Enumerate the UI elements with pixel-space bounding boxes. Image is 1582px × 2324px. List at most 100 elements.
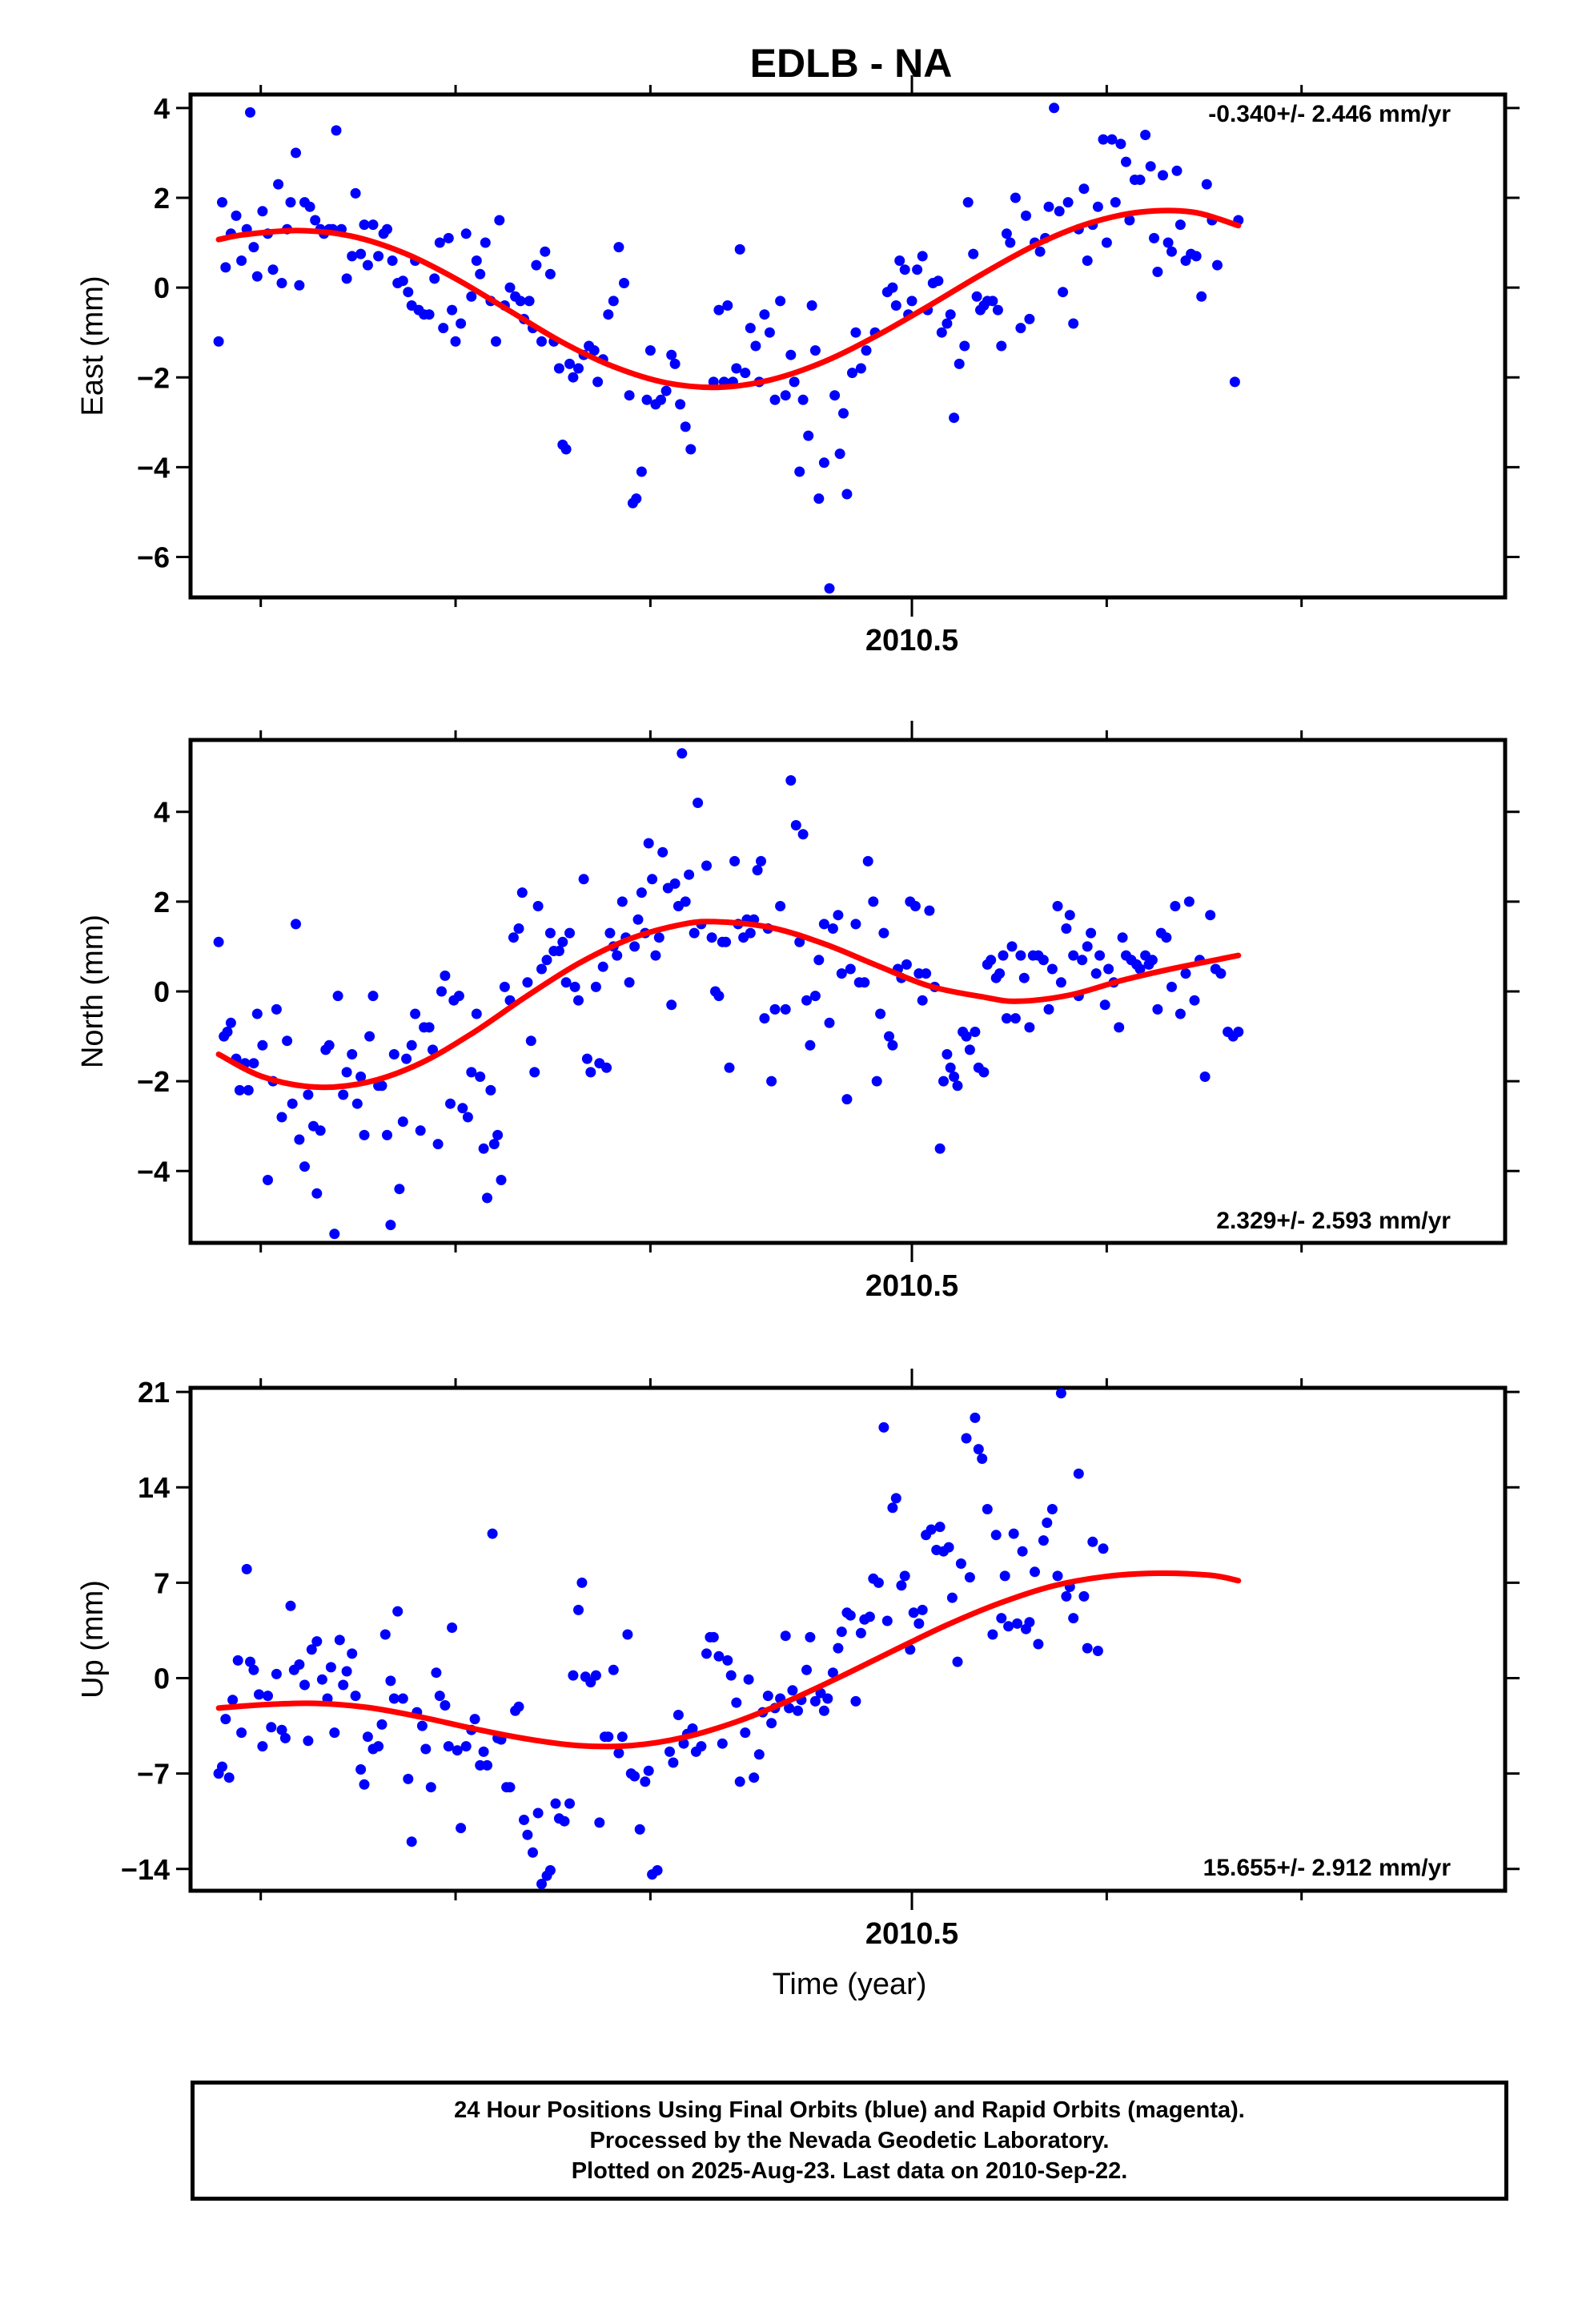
data-point (522, 1829, 533, 1840)
data-point (373, 251, 384, 262)
data-point (1001, 228, 1012, 239)
data-point (1170, 901, 1181, 911)
data-point (462, 1112, 473, 1123)
data-point (311, 1636, 323, 1647)
data-point (693, 798, 704, 808)
data-point (560, 444, 572, 455)
data-point (416, 1720, 428, 1731)
data-point (316, 1674, 327, 1685)
data-point (285, 197, 296, 208)
data-point (536, 1879, 547, 1889)
data-point (332, 991, 343, 1002)
data-point (949, 1072, 960, 1082)
data-point (524, 296, 535, 307)
data-point (862, 855, 873, 866)
data-point (850, 327, 861, 338)
data-point (769, 394, 781, 405)
data-point (1115, 139, 1126, 150)
panel-1: 4 2 0 −2 −4 2010.5 North (mm) 2.329+/- 2.593 mm… (76, 721, 1520, 1303)
data-point (485, 1084, 496, 1096)
data-point (959, 340, 970, 352)
data-point (613, 1747, 624, 1759)
data-point (276, 1724, 287, 1735)
data-point (669, 878, 681, 889)
data-point (420, 1743, 432, 1755)
data-point (961, 1433, 972, 1444)
data-point (731, 363, 742, 374)
data-point (942, 318, 953, 329)
data-point (1034, 246, 1046, 257)
data-point (850, 1695, 861, 1707)
plot-frame (188, 738, 1508, 1245)
data-point (722, 300, 733, 311)
data-point (1134, 963, 1146, 975)
data-point (803, 430, 814, 441)
data-point (1061, 1590, 1072, 1602)
data-point (785, 775, 797, 786)
data-point (406, 1039, 417, 1051)
data-point (291, 919, 301, 930)
data-point (263, 1691, 273, 1702)
y-tick-label: 7 (154, 1566, 170, 1599)
data-point (793, 1705, 803, 1716)
data-point (453, 991, 464, 1002)
data-point (954, 358, 965, 369)
data-point (257, 1741, 268, 1752)
data-point (1062, 197, 1074, 208)
data-point (794, 936, 805, 947)
data-point (347, 251, 358, 262)
data-point (1024, 313, 1035, 324)
data-point (392, 1606, 404, 1617)
data-point (745, 927, 756, 939)
data-point (544, 1865, 556, 1876)
data-point (653, 932, 665, 943)
data-point (794, 466, 805, 477)
data-point (905, 1644, 916, 1655)
data-point (1215, 968, 1227, 979)
data-point (248, 1664, 259, 1675)
data-point (680, 421, 691, 432)
data-point (382, 223, 392, 235)
data-point (382, 1129, 392, 1140)
data-point (901, 959, 912, 970)
data-point (1015, 950, 1026, 961)
data-point (217, 197, 227, 208)
series-final-orbits (213, 103, 1244, 594)
data-point (986, 955, 997, 966)
y-axis-label: Up (mm) (76, 1580, 110, 1699)
data-point (836, 1626, 847, 1638)
data-point (440, 1700, 451, 1711)
data-point (1146, 955, 1158, 966)
model-curve (215, 919, 1242, 1091)
data-point (801, 995, 812, 1006)
data-point (299, 1679, 310, 1691)
data-point (315, 1125, 326, 1136)
data-point (1017, 1546, 1028, 1557)
data-point (279, 1732, 291, 1743)
data-point (362, 1731, 373, 1743)
data-point (329, 1228, 340, 1240)
data-point (403, 287, 414, 298)
data-point (590, 1670, 601, 1681)
data-point (588, 345, 600, 356)
data-point (917, 251, 928, 262)
data-point (578, 874, 589, 885)
y-tick-label: 0 (154, 975, 170, 1008)
data-point (809, 991, 821, 1002)
data-point (568, 1670, 579, 1681)
data-point (273, 179, 284, 190)
data-point (619, 278, 629, 288)
data-point (1078, 183, 1090, 195)
data-point (603, 1731, 614, 1743)
data-point (528, 1847, 538, 1858)
data-point (488, 1139, 500, 1150)
data-point (513, 923, 524, 934)
data-point (266, 1722, 277, 1733)
data-point (304, 201, 315, 212)
data-point (1024, 1617, 1035, 1628)
data-point (1180, 968, 1191, 979)
data-point (1030, 1566, 1040, 1578)
data-point (926, 1524, 937, 1535)
footer-info-box: 24 Hour Positions Using Final Orbits (bl… (191, 2081, 1508, 2201)
data-point (952, 1080, 963, 1092)
